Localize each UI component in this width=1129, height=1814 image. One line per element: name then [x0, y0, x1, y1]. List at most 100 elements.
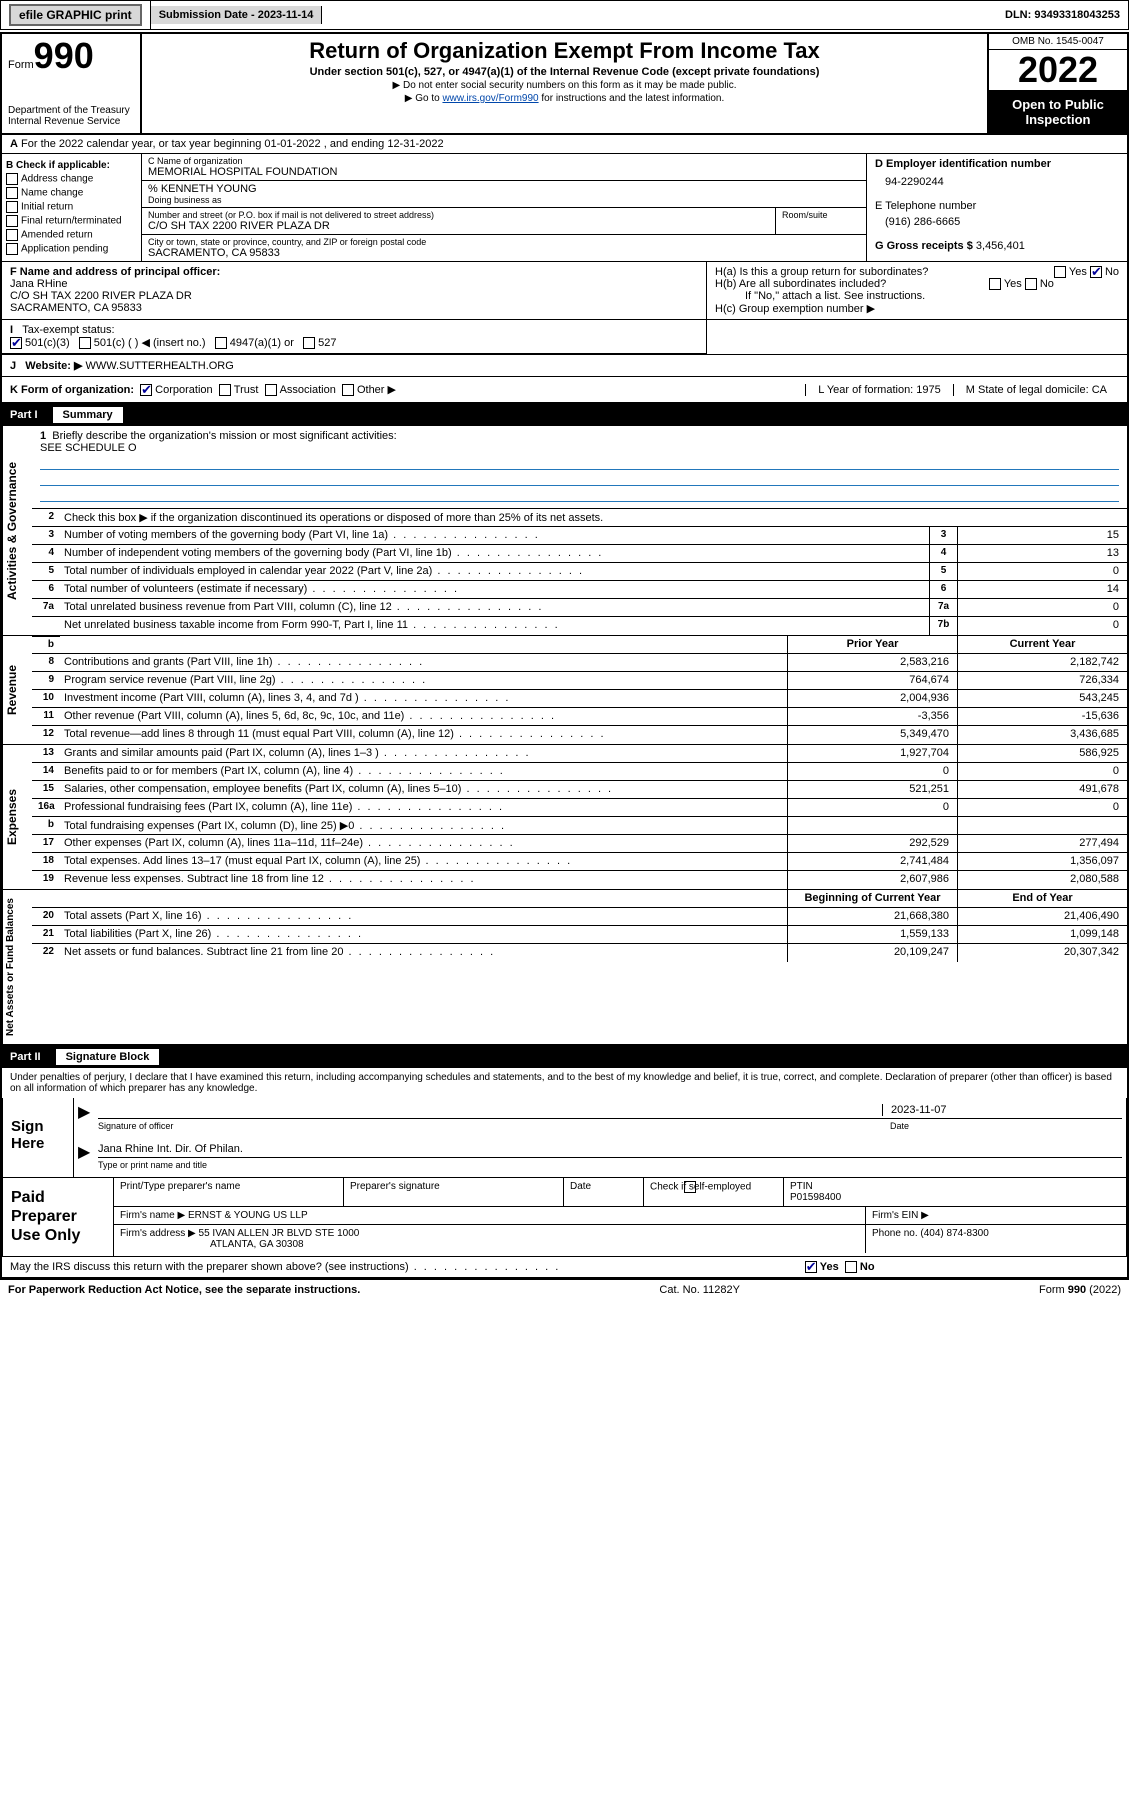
- i-501c-checkbox[interactable]: [79, 337, 91, 349]
- current-year-header: Current Year: [957, 636, 1127, 653]
- table-row: 9Program service revenue (Part VIII, lin…: [32, 672, 1127, 690]
- form-id-box: Form990 Department of the Treasury Inter…: [2, 34, 142, 133]
- firm-phone: (404) 874-8300: [920, 1228, 988, 1239]
- pp-h1: Print/Type preparer's name: [114, 1178, 344, 1206]
- k-assoc-checkbox[interactable]: [265, 384, 277, 396]
- open-to-public: Open to Public Inspection: [989, 91, 1127, 133]
- row-h-spillover: [707, 320, 1127, 354]
- row-fh: F Name and address of principal officer:…: [2, 262, 1127, 320]
- ha-no-checkbox[interactable]: [1090, 266, 1102, 278]
- officer-name: Jana RHine: [10, 278, 698, 290]
- d-ein-label: D Employer identification number: [875, 158, 1119, 170]
- j-label: Website: ▶: [25, 360, 82, 372]
- instruction-1: ▶ Do not enter social security numbers o…: [146, 80, 983, 91]
- section-bc: B Check if applicable: Address change Na…: [2, 154, 1127, 262]
- mission-text: SEE SCHEDULE O: [40, 442, 137, 454]
- checkbox-amended-return[interactable]: [6, 229, 18, 241]
- sig-arrow-icon-2: ▶: [78, 1142, 90, 1162]
- paid-preparer-label: Paid Preparer Use Only: [3, 1178, 113, 1256]
- i-501c3-checkbox[interactable]: [10, 337, 22, 349]
- firm-addr-row: Firm's address ▶ 55 IVAN ALLEN JR BLVD S…: [114, 1225, 866, 1253]
- pp-self-employed: Check if self-employed: [644, 1178, 784, 1206]
- form-ref: Form 990 (2022): [1039, 1284, 1121, 1296]
- checkbox-name-change[interactable]: [6, 187, 18, 199]
- hc-label: H(c) Group exemption number ▶: [715, 302, 1119, 315]
- table-row: 8Contributions and grants (Part VIII, li…: [32, 654, 1127, 672]
- ha-yes-checkbox[interactable]: [1054, 266, 1066, 278]
- l-year-formation: L Year of formation: 1975: [805, 384, 953, 396]
- officer-typed-name: Jana Rhine Int. Dir. Of Philan.: [98, 1143, 243, 1155]
- sign-here-section: Sign Here ▶ 2023-11-07 Signature of offi…: [2, 1098, 1127, 1178]
- firm-address: 55 IVAN ALLEN JR BLVD STE 1000: [199, 1228, 360, 1239]
- hb-no-checkbox[interactable]: [1025, 278, 1037, 290]
- m-state-domicile: M State of legal domicile: CA: [953, 384, 1119, 396]
- part-1-title: Summary: [53, 407, 123, 423]
- checkbox-address-change[interactable]: [6, 173, 18, 185]
- street-label: Number and street (or P.O. box if mail i…: [148, 210, 769, 220]
- b-opt-initial: Initial return: [6, 201, 137, 213]
- table-row: 7aTotal unrelated business revenue from …: [32, 599, 1127, 617]
- hb-yes-checkbox[interactable]: [989, 278, 1001, 290]
- sig-date: 2023-11-07: [882, 1104, 1122, 1116]
- instr2-post: for instructions and the latest informat…: [539, 93, 725, 104]
- discuss-no-checkbox[interactable]: [845, 1261, 857, 1273]
- k-trust-checkbox[interactable]: [219, 384, 231, 396]
- sig-officer-label: Signature of officer: [98, 1121, 882, 1131]
- efile-print-button[interactable]: efile GRAPHIC print: [9, 4, 142, 26]
- self-employed-checkbox[interactable]: [684, 1181, 696, 1193]
- form-header: Form990 Department of the Treasury Inter…: [2, 34, 1127, 135]
- ptin-cell: PTINP01598400: [784, 1178, 1126, 1206]
- dba-label: Doing business as: [148, 195, 860, 205]
- firm-phone-cell: Phone no. (404) 874-8300: [866, 1225, 1126, 1253]
- ein-value: 94-2290244: [885, 176, 1119, 188]
- sign-here-label: Sign Here: [3, 1098, 73, 1177]
- part-1-header: Part I Summary: [2, 404, 1127, 426]
- col-h-group: H(a) Is this a group return for subordin…: [707, 262, 1127, 319]
- hb-note: If "No," attach a list. See instructions…: [715, 290, 1119, 302]
- activities-governance-section: Activities & Governance 1 Briefly descri…: [2, 426, 1127, 636]
- care-of: % KENNETH YOUNG: [148, 183, 860, 195]
- irs-link[interactable]: www.irs.gov/Form990: [442, 93, 538, 104]
- prior-year-header: Prior Year: [787, 636, 957, 653]
- checkbox-initial-return[interactable]: [6, 201, 18, 213]
- hb-label: H(b) Are all subordinates included?: [715, 278, 886, 290]
- table-row: 14Benefits paid to or for members (Part …: [32, 763, 1127, 781]
- g-gross-receipts: G Gross receipts $ 3,456,401: [875, 240, 1119, 252]
- pp-h3: Date: [564, 1178, 644, 1206]
- part-2-label: Part II: [10, 1051, 51, 1063]
- checkbox-final-return[interactable]: [6, 215, 18, 227]
- k-corp-checkbox[interactable]: [140, 384, 152, 396]
- officer-addr1: C/O SH TAX 2200 RIVER PLAZA DR: [10, 290, 698, 302]
- omb-number: OMB No. 1545-0047: [989, 34, 1127, 50]
- table-row: 11Other revenue (Part VIII, column (A), …: [32, 708, 1127, 726]
- firm-ein-label: Firm's EIN ▶: [866, 1207, 1126, 1224]
- revenue-section: Revenue b Prior Year Current Year 8Contr…: [2, 636, 1127, 745]
- k-other-checkbox[interactable]: [342, 384, 354, 396]
- col-f-officer: F Name and address of principal officer:…: [2, 262, 707, 319]
- topbar: efile GRAPHIC print Submission Date - 20…: [0, 0, 1129, 30]
- row-k-formation: K Form of organization: Corporation Trus…: [2, 377, 1127, 404]
- ha-label: H(a) Is this a group return for subordin…: [715, 266, 928, 278]
- ptin-value: P01598400: [790, 1192, 841, 1203]
- discuss-yes-checkbox[interactable]: [805, 1261, 817, 1273]
- col-c-org-info: C Name of organizationMEMORIAL HOSPITAL …: [142, 154, 867, 261]
- i-527-checkbox[interactable]: [303, 337, 315, 349]
- net-header-row: Beginning of Current Year End of Year: [32, 890, 1127, 908]
- part-1-label: Part I: [10, 409, 48, 421]
- e-phone-label: E Telephone number: [875, 200, 1119, 212]
- ha-row: H(a) Is this a group return for subordin…: [715, 266, 1119, 278]
- typed-name-label: Type or print name and title: [98, 1160, 207, 1170]
- table-row: 21Total liabilities (Part X, line 26)1,5…: [32, 926, 1127, 944]
- phone-value: (916) 286-6665: [885, 216, 1119, 228]
- form-990-container: Form990 Department of the Treasury Inter…: [0, 32, 1129, 1279]
- row-a-period: A For the 2022 calendar year, or tax yea…: [2, 135, 1127, 154]
- i-4947-checkbox[interactable]: [215, 337, 227, 349]
- checkbox-application-pending[interactable]: [6, 243, 18, 255]
- discuss-text: May the IRS discuss this return with the…: [10, 1261, 560, 1273]
- b-opt-address: Address change: [6, 173, 137, 185]
- instr2-pre: ▶ Go to: [405, 93, 443, 104]
- row-i-tax-status: I Tax-exempt status: 501(c)(3) 501(c) ( …: [2, 320, 707, 354]
- table-row: 19Revenue less expenses. Subtract line 1…: [32, 871, 1127, 889]
- table-row: 15Salaries, other compensation, employee…: [32, 781, 1127, 799]
- mission-row: 1 Briefly describe the organization's mi…: [32, 426, 1127, 509]
